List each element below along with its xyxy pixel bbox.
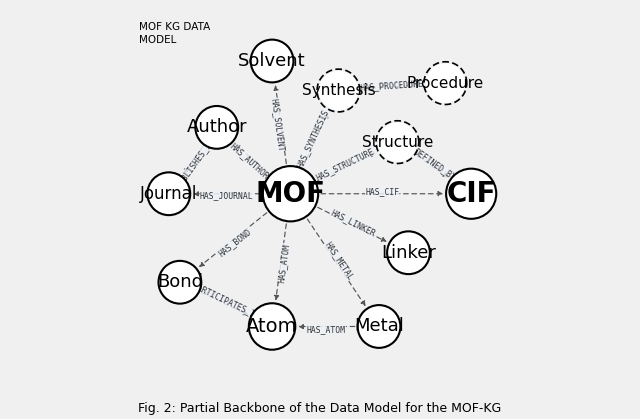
- Circle shape: [358, 305, 401, 348]
- Text: Atom: Atom: [246, 317, 298, 336]
- Circle shape: [426, 63, 465, 103]
- Text: HAS_PROCEDURE: HAS_PROCEDURE: [360, 78, 424, 92]
- Text: Structure: Structure: [362, 134, 433, 150]
- Circle shape: [249, 303, 295, 350]
- Text: HAS_JOURNAL: HAS_JOURNAL: [200, 191, 253, 200]
- Text: HAS_BOND: HAS_BOND: [216, 227, 253, 258]
- Text: HAS_AUTHOR: HAS_AUTHOR: [228, 141, 271, 180]
- Text: Bond: Bond: [157, 273, 203, 291]
- Text: HAS_LINKER: HAS_LINKER: [330, 208, 377, 238]
- Text: Procedure: Procedure: [407, 76, 484, 91]
- Circle shape: [263, 166, 318, 221]
- Text: CIF: CIF: [447, 180, 496, 208]
- Text: DEFINED_BY: DEFINED_BY: [412, 147, 457, 182]
- Text: HAS_METAL: HAS_METAL: [323, 241, 355, 282]
- Text: Author: Author: [186, 119, 247, 136]
- Circle shape: [319, 71, 358, 110]
- Text: Journal: Journal: [140, 185, 198, 203]
- Text: MOF: MOF: [255, 180, 326, 208]
- Circle shape: [147, 172, 190, 215]
- Text: PUBLISHES_IN: PUBLISHES_IN: [175, 136, 216, 189]
- Text: Metal: Metal: [354, 318, 404, 336]
- Text: Synthesis: Synthesis: [301, 83, 375, 98]
- Text: HAS_ATOM: HAS_ATOM: [307, 325, 346, 334]
- Text: Solvent: Solvent: [238, 52, 306, 70]
- Circle shape: [251, 40, 294, 83]
- Circle shape: [378, 122, 417, 162]
- Text: HAS_SYNTHESIS: HAS_SYNTHESIS: [296, 107, 330, 169]
- Circle shape: [195, 106, 238, 149]
- Text: Fig. 2: Partial Backbone of the Data Model for the MOF-KG: Fig. 2: Partial Backbone of the Data Mod…: [138, 402, 502, 415]
- Text: HAS_ATOM: HAS_ATOM: [276, 243, 291, 283]
- Text: HAS_CIF: HAS_CIF: [365, 187, 399, 197]
- Text: PARTICIPATES_IN: PARTICIPATES_IN: [191, 282, 261, 321]
- Text: MOF KG DATA
MODEL: MOF KG DATA MODEL: [140, 22, 211, 45]
- Text: Linker: Linker: [381, 244, 436, 262]
- Text: HAS_SOLVENT: HAS_SOLVENT: [270, 98, 286, 152]
- Circle shape: [159, 261, 201, 304]
- Text: HAS_STRUCTURE: HAS_STRUCTURE: [315, 146, 376, 182]
- Circle shape: [387, 231, 430, 274]
- Circle shape: [446, 169, 496, 219]
